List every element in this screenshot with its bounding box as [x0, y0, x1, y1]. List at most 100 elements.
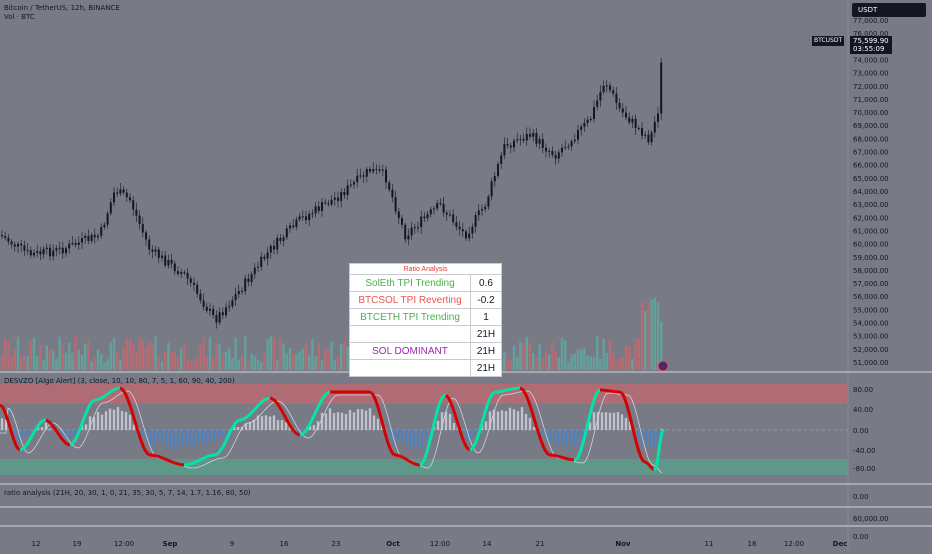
event-marker-icon[interactable]	[658, 361, 668, 371]
volume-bar	[110, 342, 112, 370]
oscillator-main-segment	[10, 428, 12, 435]
oscillator-main-segment	[412, 463, 414, 464]
price-axis-label: 69,000.00	[853, 122, 889, 130]
volume-bar	[279, 337, 281, 370]
candle-body	[132, 200, 134, 209]
candle-body	[580, 127, 582, 130]
oscillator-main-segment	[544, 448, 546, 452]
oscillator-main-segment	[102, 396, 104, 397]
oscillator-axis-label: 80.00	[853, 386, 873, 394]
volume-bar	[535, 358, 537, 370]
oscillator-main-segment	[128, 400, 130, 406]
oscillator-main-segment	[658, 443, 660, 458]
volume-bar	[295, 353, 297, 370]
histogram-bar	[449, 414, 451, 430]
candle-body	[148, 239, 150, 249]
oscillator-main-segment	[582, 439, 584, 446]
volume-bar	[538, 344, 540, 370]
volume-bar	[58, 337, 60, 370]
candle-body	[574, 140, 576, 142]
oscillator-main-segment	[558, 456, 560, 457]
candle-body	[356, 176, 358, 182]
volume-bar	[657, 302, 659, 370]
oscillator-main-segment	[230, 428, 232, 432]
oscillator-main-segment	[540, 438, 542, 444]
oscillator-main-segment	[114, 389, 116, 390]
candle-body	[107, 213, 109, 224]
candle-body	[558, 152, 560, 158]
histogram-bar	[69, 430, 71, 438]
candle-body	[414, 227, 416, 228]
oscillator-main-segment	[566, 459, 568, 460]
oscillator-main-segment	[542, 443, 544, 448]
volume-bar	[23, 355, 25, 370]
candle-body	[612, 90, 614, 93]
candle-body	[116, 193, 118, 194]
oscillator-main-segment	[546, 452, 548, 454]
oscillator-main-segment	[148, 454, 150, 455]
volume-bar	[100, 354, 102, 370]
candle-body	[519, 139, 521, 140]
oscillator-main-segment	[266, 398, 268, 399]
histogram-bar	[593, 412, 595, 430]
histogram-bar	[365, 411, 367, 430]
candle-body	[622, 108, 624, 112]
oscillator-main-segment	[524, 391, 526, 395]
oscillator-title[interactable]: DESVZO [Algo Alert] (3, close, 10, 10, 8…	[4, 377, 235, 385]
price-axis-label: 53,000.00	[853, 333, 889, 341]
volume-bar	[196, 356, 198, 370]
volume-bar	[113, 338, 115, 370]
oscillator-main-segment	[264, 399, 266, 400]
oscillator-axis-label: -80.00	[853, 465, 876, 473]
oscillator-main-segment	[476, 436, 478, 442]
oscillator-main-segment	[82, 418, 84, 423]
candle-body	[388, 182, 390, 189]
oscillator-main-segment	[424, 455, 426, 460]
oscillator-main-segment	[16, 445, 18, 448]
oscillator-main-segment	[662, 430, 664, 432]
oscillator-main-segment	[630, 417, 632, 425]
candle-body	[94, 235, 96, 237]
volume-title[interactable]: Vol · BTC	[4, 13, 35, 21]
candle-body	[494, 176, 496, 181]
oscillator-histogram	[1, 407, 663, 449]
volume-bar	[254, 356, 256, 370]
histogram-bar	[1, 418, 3, 430]
oscillator-main-segment	[410, 461, 412, 462]
oscillator-main-segment	[584, 431, 586, 439]
oscillator-main-segment	[310, 420, 312, 424]
histogram-bar	[109, 409, 111, 430]
candle-body	[292, 226, 294, 228]
histogram-bar	[113, 410, 115, 430]
oscillator-axis-label: -40.00	[853, 447, 876, 455]
volume-bar	[193, 361, 195, 370]
candle-body	[507, 144, 509, 145]
oscillator-main-segment	[320, 400, 322, 404]
oscillator-main-segment	[168, 460, 170, 461]
volume-bar	[247, 361, 249, 370]
candle-body	[315, 206, 317, 213]
oscillator-main-segment	[2, 406, 4, 409]
oscillator-main-segment	[200, 459, 202, 460]
ratio-pane-title[interactable]: ratio analysis (21H, 20, 30, 1, 0, 21, 3…	[4, 489, 251, 497]
histogram-bar	[617, 412, 619, 430]
volume-bar	[119, 360, 121, 370]
bar-countdown: 03:55:09	[853, 45, 889, 53]
histogram-bar	[193, 430, 195, 447]
candle-body	[350, 184, 352, 185]
histogram-bar	[413, 430, 415, 448]
volume-bar	[577, 349, 579, 370]
price-axis-label: 64,000.00	[853, 188, 889, 196]
price-axis-label: 73,000.00	[853, 70, 889, 78]
histogram-bar	[645, 430, 647, 443]
symbol-title[interactable]: Bitcoin / TetherUS, 12h, BINANCE	[4, 4, 120, 12]
ratio-axis-label: 0.00	[853, 533, 869, 541]
candle-body	[468, 233, 470, 238]
price-axis-label: 65,000.00	[853, 175, 889, 183]
volume-bar	[202, 337, 204, 370]
oscillator-main-segment	[392, 452, 394, 454]
candle-body	[625, 113, 627, 118]
currency-button[interactable]: USDT	[852, 3, 926, 17]
oscillator-main-segment	[408, 460, 410, 461]
oscillator-main-segment	[228, 432, 230, 436]
